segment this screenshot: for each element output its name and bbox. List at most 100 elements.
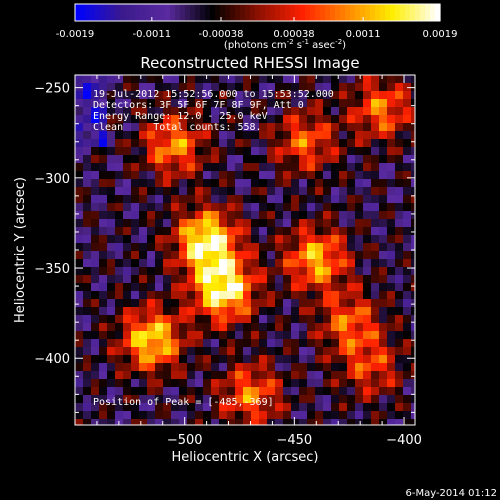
heatmap-cell [83,115,92,124]
heatmap-cell [355,243,364,252]
heatmap-cell [411,355,416,364]
heatmap-cell [203,179,212,188]
heatmap-cell [235,195,244,204]
heatmap-cell [259,411,268,420]
heatmap-cell [291,275,300,284]
heatmap-cell [91,171,100,180]
heatmap-cell [115,91,124,100]
heatmap-cell [323,283,332,292]
heatmap-cell [147,171,156,180]
heatmap-cell [179,283,188,292]
heatmap-cell [123,363,132,372]
heatmap-cell [187,163,196,172]
heatmap-cell [75,203,84,212]
heatmap-cell [187,211,196,220]
heatmap-cell [83,211,92,220]
heatmap-cell [83,147,92,156]
heatmap-cell [379,155,388,164]
heatmap-cell [259,75,268,84]
heatmap-cell [339,283,348,292]
heatmap-cell [195,187,204,196]
heatmap-cell [123,355,132,364]
heatmap-cell [355,91,364,100]
heatmap-cell [323,75,332,84]
heatmap-cell [195,419,204,426]
heatmap-cell [83,379,92,388]
heatmap-cell [291,139,300,148]
heatmap-cell [275,363,284,372]
colorbar-segment [105,4,111,21]
heatmap-cell [387,219,396,228]
heatmap-cell [387,211,396,220]
heatmap-cell [403,379,412,388]
heatmap-cell [387,299,396,308]
heatmap-cell [195,107,204,116]
heatmap-cell [339,251,348,260]
heatmap-cell [131,355,140,364]
heatmap-cell [219,163,228,172]
heatmap-cell [227,315,236,324]
heatmap-cell [243,395,252,404]
heatmap-cell [211,107,220,116]
heatmap-cell [299,363,308,372]
heatmap-cell [227,131,236,140]
heatmap-cell [139,123,148,132]
heatmap-cell [315,387,324,396]
heatmap-cell [371,355,380,364]
heatmap-cell [131,235,140,244]
heatmap-cell [139,131,148,140]
heatmap-cell [275,163,284,172]
heatmap-cell [291,371,300,380]
heatmap-cell [251,139,260,148]
heatmap-cell [387,91,396,100]
heatmap-cell [243,387,252,396]
heatmap-cell [203,395,212,404]
heatmap-cell [195,267,204,276]
heatmap-cell [395,75,404,84]
heatmap-cell [331,187,340,196]
heatmap-cell [115,83,124,92]
heatmap-cell [203,147,212,156]
heatmap-cell [123,131,132,140]
heatmap-cell [187,123,196,132]
heatmap-cell [243,99,252,108]
heatmap-cell [323,419,332,426]
heatmap-cell [211,315,220,324]
heatmap-cell [355,275,364,284]
heatmap-cell [179,371,188,380]
heatmap-cell [243,323,252,332]
heatmap-cell [299,115,308,124]
heatmap-cell [379,395,388,404]
heatmap-cell [299,259,308,268]
heatmap-cell [355,283,364,292]
heatmap-cell [307,395,316,404]
heatmap-cell [347,275,356,284]
heatmap-cell [411,331,416,340]
heatmap-cell [99,275,108,284]
heatmap-cell [75,243,84,252]
heatmap-cell [371,179,380,188]
heatmap-cell [195,315,204,324]
heatmap-cell [115,195,124,204]
heatmap-cell [299,403,308,412]
heatmap-cell [171,155,180,164]
heatmap-cell [371,379,380,388]
heatmap-cell [363,219,372,228]
heatmap-cell [187,275,196,284]
heatmap-cell [75,171,84,180]
heatmap-cell [171,371,180,380]
heatmap-cell [75,235,84,244]
heatmap-cell [203,75,212,84]
heatmap-cell [387,267,396,276]
heatmap-cell [195,283,204,292]
heatmap-cell [123,211,132,220]
heatmap-cell [115,395,124,404]
heatmap-cell [259,331,268,340]
heatmap-cell [395,331,404,340]
heatmap-cell [219,155,228,164]
heatmap-cell [323,371,332,380]
heatmap-cell [299,347,308,356]
heatmap-cell [379,339,388,348]
heatmap-cell [387,195,396,204]
heatmap-cell [411,403,416,412]
